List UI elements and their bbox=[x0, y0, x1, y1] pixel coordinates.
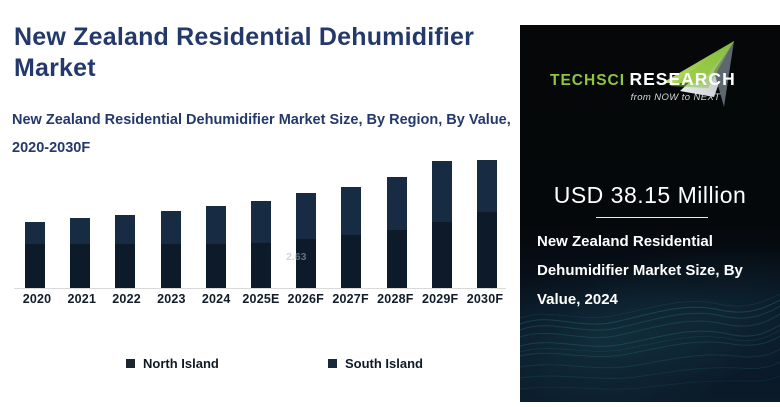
bar-2029F bbox=[422, 161, 462, 288]
bar-2023-north-segment bbox=[160, 244, 181, 288]
logo-tagline: from NOW to NEXT bbox=[630, 92, 721, 103]
x-axis-label-2027F: 2027F bbox=[332, 292, 369, 306]
bar-2026F-south-segment bbox=[296, 193, 317, 239]
chart-subtitle: New Zealand Residential Dehumidifier Mar… bbox=[12, 106, 532, 162]
bar-2027F bbox=[331, 187, 371, 288]
bar-2025E bbox=[241, 201, 281, 288]
logo-arrow-icon bbox=[662, 41, 734, 107]
legend-marker-south-island-icon bbox=[328, 359, 337, 368]
caption-line-2: Dehumidifier Market Size, By bbox=[537, 262, 743, 279]
x-axis-label-2029F: 2029F bbox=[421, 292, 459, 306]
market-value-caption: New Zealand Residential Dehumidifier Mar… bbox=[537, 227, 767, 314]
x-axis-label-2028F: 2028F bbox=[377, 292, 414, 306]
logo-wordmark: TechSci Research bbox=[550, 69, 736, 90]
x-axis-label-2023: 2023 bbox=[157, 292, 186, 306]
digital-wave-graphic bbox=[520, 293, 780, 390]
x-axis-line bbox=[14, 288, 506, 289]
bar-2022-north-segment bbox=[115, 244, 136, 288]
logo-brand-part2: Research bbox=[629, 69, 736, 89]
bar-2022-south-segment bbox=[115, 215, 136, 244]
bar-2027F-north-segment bbox=[341, 235, 362, 288]
bar-2024 bbox=[196, 206, 236, 288]
bar-2030F bbox=[467, 160, 507, 288]
x-axis-label-2024: 2024 bbox=[201, 292, 231, 306]
faint-data-label: 2.63 bbox=[286, 251, 307, 263]
legend-label-south-island: South Island bbox=[345, 356, 423, 371]
bar-2025E-north-segment bbox=[250, 243, 271, 288]
x-axis-label-2020: 2020 bbox=[22, 292, 52, 306]
panel-glow bbox=[520, 252, 780, 402]
bar-chart bbox=[15, 153, 507, 288]
panel-divider bbox=[596, 217, 708, 218]
bar-2021 bbox=[60, 218, 100, 288]
bar-2030F-north-segment bbox=[476, 212, 497, 288]
bar-2022 bbox=[105, 215, 145, 288]
bar-2020 bbox=[15, 222, 55, 288]
bar-2026F bbox=[286, 193, 326, 288]
x-axis-label-2030F: 2030F bbox=[466, 292, 504, 306]
bar-2026F-north-segment bbox=[296, 239, 317, 288]
page-title: New Zealand Residential Dehumidifier Mar… bbox=[14, 23, 475, 82]
bar-2028F bbox=[377, 177, 417, 288]
bar-2021-north-segment bbox=[70, 244, 91, 288]
x-axis-label-2026F: 2026F bbox=[287, 292, 324, 306]
logo-brand-part1: TechSci bbox=[550, 72, 626, 89]
legend-label-north-island: North Island bbox=[143, 356, 219, 371]
legend-marker-north-island-icon bbox=[126, 359, 135, 368]
techsci-research-logo: TechSci Research from NOW to NEXT bbox=[550, 37, 765, 119]
x-axis-label-2022: 2022 bbox=[112, 292, 141, 306]
market-value-headline: USD 38.15 Million bbox=[553, 182, 747, 208]
chart-subtitle-line2: 2020-2030F bbox=[12, 140, 91, 156]
bar-2025E-south-segment bbox=[250, 201, 271, 243]
bar-2023-south-segment bbox=[160, 211, 181, 244]
chart-subtitle-line1: New Zealand Residential Dehumidifier Mar… bbox=[12, 112, 511, 128]
bar-2024-south-segment bbox=[205, 206, 226, 244]
bar-2029F-north-segment bbox=[431, 222, 452, 288]
bar-2024-north-segment bbox=[205, 244, 226, 288]
bar-2030F-south-segment bbox=[476, 160, 497, 212]
x-axis-labels: 2020 2021 2022 2023 2024 2025E 2026F 2027F 2028F… bbox=[15, 292, 507, 306]
legend-item-north-island: North Island bbox=[126, 356, 219, 371]
bar-2028F-south-segment bbox=[386, 177, 407, 230]
x-axis-label-2021: 2021 bbox=[67, 292, 97, 306]
brand-panel: TechSci Research from NOW to NEXT USD 38… bbox=[520, 25, 780, 402]
legend-item-south-island: South Island bbox=[328, 356, 423, 371]
x-axis-label-2025E: 2025E bbox=[242, 292, 280, 306]
bar-2020-south-segment bbox=[25, 222, 45, 244]
caption-line-1: New Zealand Residential bbox=[537, 233, 713, 250]
bar-2028F-north-segment bbox=[386, 230, 407, 288]
bar-2023 bbox=[151, 211, 191, 288]
bar-2020-north-segment bbox=[25, 244, 45, 288]
caption-line-3: Value, 2024 bbox=[537, 291, 618, 308]
bar-2027F-south-segment bbox=[341, 187, 362, 235]
bar-2029F-south-segment bbox=[431, 161, 452, 222]
bar-2021-south-segment bbox=[70, 218, 91, 244]
